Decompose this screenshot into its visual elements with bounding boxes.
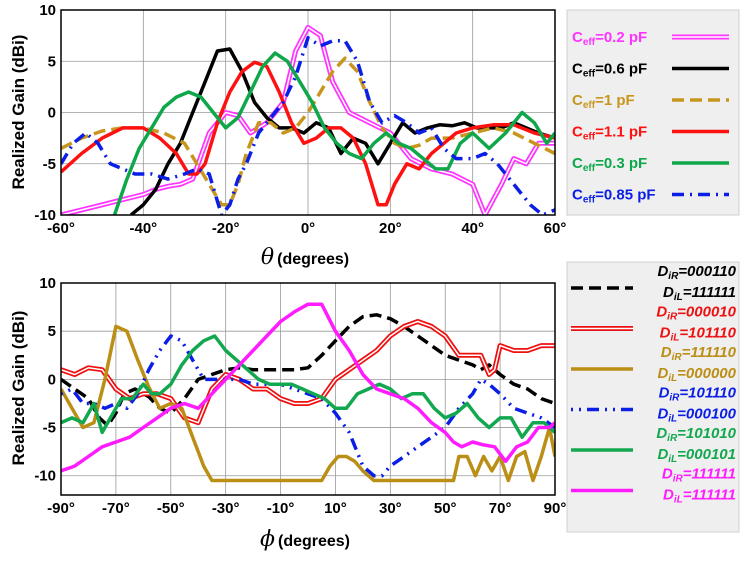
series-path (61, 334, 555, 439)
legend-label-line2: DiL=101110 (660, 325, 737, 344)
series-line (61, 60, 555, 207)
y-axis-label-bottom: Realized Gain (dBi) (9, 311, 28, 466)
legend-label: Ceff=0.2 pF (572, 29, 647, 48)
legend-label-line1: DiR=101110 (659, 385, 737, 404)
y-tick-label: 5 (48, 323, 56, 340)
phi-symbol: ϕ (260, 527, 275, 552)
legend-label-line1: DiR=101010 (656, 425, 736, 444)
legend-label: Ceff=0.85 pF (572, 187, 656, 206)
x-tick-label: -60° (47, 220, 75, 237)
x-tick-label: 60° (544, 220, 567, 237)
series-line (61, 324, 555, 483)
x-tick-label: 0° (301, 220, 315, 237)
y-tick-label: 10 (39, 275, 56, 292)
legend-label-line1: DiR=000010 (656, 304, 736, 323)
y-tick-label: -10 (34, 468, 56, 485)
x-tick-label: -40° (129, 220, 157, 237)
legend-label: Ceff=1 pF (572, 92, 635, 111)
legend-box-top (566, 9, 740, 216)
x-tick-label: -70° (102, 500, 130, 517)
x-tick-label: 20° (379, 220, 402, 237)
x-tick-label: -20° (212, 220, 240, 237)
y-tick-label: 10 (39, 2, 56, 19)
x-ticks-top: -60° -40° -20° 0° 20° 40° 60° (47, 220, 566, 237)
series-path (112, 51, 555, 215)
legend-label: Ceff=0.3 pF (572, 155, 647, 174)
plot-frame-top (60, 9, 556, 216)
legend-label-line2: DiL=000101 (657, 446, 736, 465)
series-line (61, 56, 555, 207)
x-tick-label: -30° (212, 500, 240, 517)
legend-label-line1: DiR=111110 (661, 344, 737, 363)
x-ticks-bottom: -90° -70° -50° -30° -10° 10° 30° 50° 70° 90° (47, 500, 566, 517)
series-line (61, 35, 555, 215)
y-ticks-top: 10 5 0 -5 -10 (34, 2, 56, 224)
legend-label: Ceff=0.6 pF (572, 61, 647, 80)
series-path (61, 60, 555, 207)
series-line (112, 51, 555, 215)
x-tick-label: 40° (461, 220, 484, 237)
x-tick-label: -10° (267, 500, 295, 517)
series-top (61, 24, 555, 215)
theta-gain-chart: -60° -40° -20° 0° 20° 40° 60° 10 5 0 -5 -10 Realiz… (9, 2, 740, 270)
plot-area-bottom (61, 283, 555, 495)
y-tick-label: -10 (34, 207, 56, 224)
phi-gain-chart: -90° -70° -50° -30° -10° 10° 30° 50° 70° 90° 10 5 0… (9, 261, 740, 552)
x-tick-label: 50° (434, 500, 457, 517)
legend-top: Ceff=0.2 pF Ceff=0.6 pF Ceff=1 pF Ceff=1.1 … (566, 9, 740, 216)
y-tick-label: 0 (48, 371, 56, 388)
legend-label-line1: DiR=111111 (662, 466, 736, 485)
series-path (61, 324, 555, 483)
series-line (61, 313, 555, 428)
theta-symbol: θ (261, 245, 274, 270)
x-tick-label: 30° (379, 500, 402, 517)
x-tick-label: 70° (489, 500, 512, 517)
legend-bottom: DiR=000110DiL=111111DiR=000010DiL=101110… (566, 261, 740, 533)
x-axis-label-top: θ (degrees) (261, 245, 349, 270)
series-path (61, 56, 555, 207)
y-tick-label: -5 (43, 420, 56, 437)
x-axis-label-bottom: ϕ (degrees) (260, 527, 350, 552)
series-bottom (61, 302, 555, 483)
legend-entries-bottom: DiR=000110DiL=111111DiR=000010DiL=101110… (571, 263, 737, 506)
legend-box-bottom (566, 261, 740, 533)
legend-label-line2: DiL=111111 (663, 284, 736, 303)
legend-label-line1: DiR=000110 (657, 263, 736, 282)
series-path (61, 313, 555, 428)
y-ticks-bottom: 10 5 0 -5 -10 (34, 275, 56, 485)
legend-label-line2: DiL=000100 (657, 406, 736, 425)
x-tick-label: 10° (324, 500, 347, 517)
y-tick-label: 5 (48, 53, 56, 70)
legend-label-line2: DiL=111111 (663, 487, 736, 506)
x-tick-label: -50° (157, 500, 185, 517)
y-tick-label: 0 (48, 105, 56, 122)
series-line (61, 302, 555, 473)
x-tick-label: -90° (47, 500, 75, 517)
series-path (61, 302, 555, 473)
series-path (61, 35, 555, 215)
plot-frame-bottom (60, 282, 556, 496)
y-tick-label: -5 (43, 156, 56, 173)
legend-label-line2: DiL=000000 (657, 365, 736, 384)
x-tick-label: 90° (544, 500, 567, 517)
series-line (61, 334, 555, 439)
legend-entries-top: Ceff=0.2 pF Ceff=0.6 pF Ceff=1 pF Ceff=1.1 … (572, 29, 729, 206)
legend-label: Ceff=1.1 pF (572, 124, 647, 143)
y-axis-label-top: Realized Gain (dBi) (9, 35, 28, 190)
